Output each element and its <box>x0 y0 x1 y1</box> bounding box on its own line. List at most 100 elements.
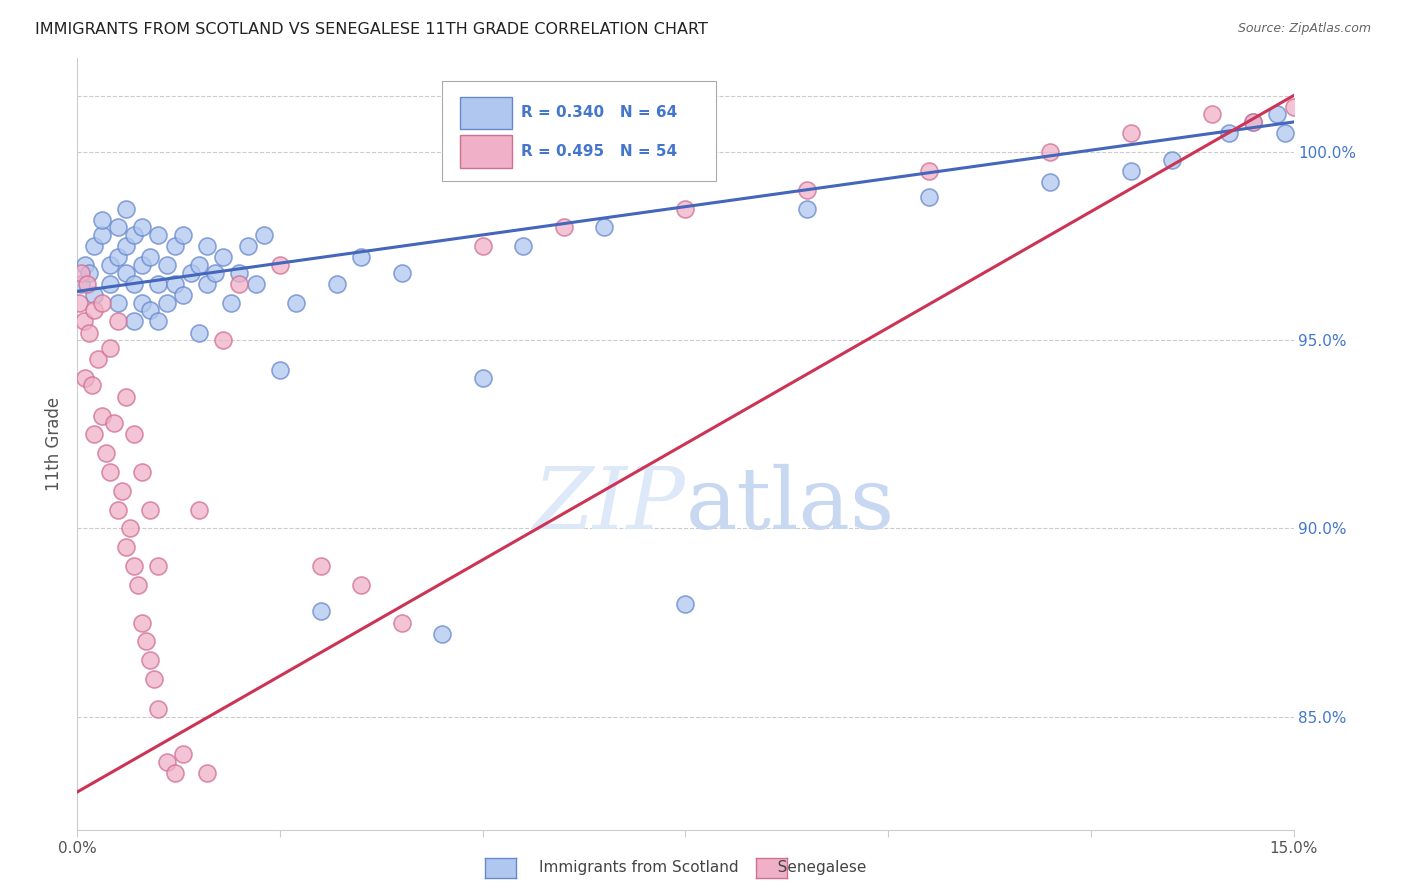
Point <box>180 266 202 280</box>
Point <box>163 766 186 780</box>
Point <box>115 239 138 253</box>
Point <box>98 341 121 355</box>
Point <box>155 295 177 310</box>
Point <box>350 578 373 592</box>
Point <box>212 333 235 347</box>
Point <box>122 314 145 328</box>
Point <box>83 427 105 442</box>
Point <box>131 465 153 479</box>
Point <box>107 220 129 235</box>
Point <box>83 239 105 253</box>
Point <box>98 258 121 272</box>
Point <box>326 277 349 291</box>
Point <box>83 303 105 318</box>
Point <box>75 371 97 385</box>
Point <box>70 266 93 280</box>
Text: Source: ZipAtlas.com: Source: ZipAtlas.com <box>1237 22 1371 36</box>
Point <box>269 363 291 377</box>
Point <box>80 378 103 392</box>
Point <box>1218 126 1240 140</box>
Point <box>107 314 129 328</box>
Point <box>309 559 332 574</box>
Point <box>98 277 121 291</box>
Point <box>188 326 211 340</box>
Point <box>796 183 818 197</box>
Point <box>918 164 941 178</box>
Point <box>131 258 153 272</box>
Point <box>122 227 145 242</box>
Point <box>391 266 413 280</box>
Point <box>131 615 153 630</box>
Point <box>172 747 194 762</box>
Point <box>155 258 177 272</box>
Point <box>1039 175 1062 189</box>
Point <box>115 202 138 216</box>
Point <box>1121 126 1143 140</box>
Point <box>79 326 101 340</box>
Point <box>228 266 250 280</box>
Point <box>195 239 218 253</box>
Point <box>212 251 235 265</box>
Point <box>221 295 243 310</box>
Point <box>172 288 194 302</box>
Point <box>675 202 697 216</box>
Point <box>86 352 108 367</box>
Point <box>1201 107 1223 121</box>
Point <box>148 559 170 574</box>
Y-axis label: 11th Grade: 11th Grade <box>45 397 63 491</box>
Point <box>90 295 112 310</box>
Point <box>131 295 153 310</box>
Point <box>148 227 170 242</box>
Point <box>73 314 96 328</box>
Point <box>172 227 194 242</box>
Point <box>188 502 211 516</box>
Point <box>148 277 170 291</box>
Point <box>918 190 941 204</box>
Point <box>115 541 138 555</box>
Point <box>512 239 534 253</box>
Point <box>122 427 145 442</box>
Point <box>148 702 170 716</box>
Point <box>90 227 112 242</box>
Text: ZIP: ZIP <box>533 464 686 547</box>
Point <box>253 227 276 242</box>
Point <box>67 295 90 310</box>
Point <box>163 239 186 253</box>
Point <box>155 755 177 769</box>
Point <box>148 314 170 328</box>
Point <box>131 220 153 235</box>
Point <box>236 239 259 253</box>
Point <box>115 390 138 404</box>
FancyBboxPatch shape <box>441 81 716 181</box>
Point <box>430 627 453 641</box>
Point <box>309 604 332 618</box>
Point <box>103 416 125 430</box>
Point <box>90 409 112 423</box>
Point <box>111 483 134 498</box>
Point <box>195 277 218 291</box>
Point <box>1282 100 1305 114</box>
Point <box>269 258 291 272</box>
Point <box>143 672 166 686</box>
Point <box>122 559 145 574</box>
Point <box>76 277 98 291</box>
Point <box>127 578 149 592</box>
Point <box>1265 107 1288 121</box>
Point <box>139 502 162 516</box>
Point <box>471 371 494 385</box>
Point <box>1274 126 1296 140</box>
Point <box>1039 145 1062 159</box>
Point <box>122 277 145 291</box>
Point <box>471 239 494 253</box>
Point <box>118 521 141 535</box>
Text: atlas: atlas <box>686 464 894 547</box>
Point <box>285 295 308 310</box>
Point <box>204 266 226 280</box>
Text: Immigrants from Scotland        Senegalese: Immigrants from Scotland Senegalese <box>540 860 866 874</box>
Point <box>796 202 818 216</box>
Point <box>139 653 162 667</box>
Point <box>90 212 112 227</box>
Point <box>139 303 162 318</box>
Point <box>94 446 117 460</box>
Point <box>1241 115 1264 129</box>
